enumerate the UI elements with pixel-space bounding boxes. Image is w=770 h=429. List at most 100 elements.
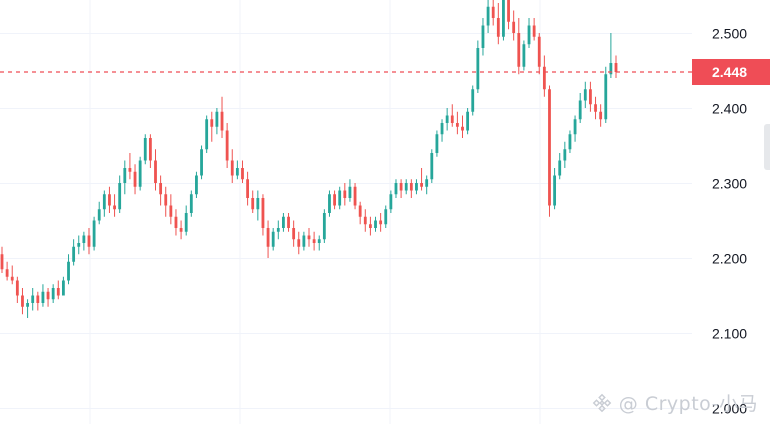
y-tick-label: 2.300 xyxy=(712,176,747,192)
binance-logo-icon xyxy=(592,393,612,412)
candle-body xyxy=(440,123,444,135)
candle-body xyxy=(261,198,265,228)
candle-body xyxy=(128,168,132,172)
candle-body xyxy=(573,119,577,135)
y-tick-label: 2.500 xyxy=(712,26,747,42)
candle-body xyxy=(481,25,485,48)
candle-body xyxy=(15,280,19,296)
candle-body xyxy=(72,246,76,262)
candle-body xyxy=(589,89,592,105)
candle-body xyxy=(512,21,516,33)
current-price-badge xyxy=(692,59,770,85)
candle-body xyxy=(189,194,193,213)
candle-body xyxy=(87,235,91,247)
y-tick-label: 2.200 xyxy=(712,251,747,267)
watermark-text: @ Crypto-小马 xyxy=(618,393,758,415)
candle-body xyxy=(322,213,326,240)
candle-body xyxy=(455,123,459,127)
candle-body xyxy=(476,48,480,90)
candle-body xyxy=(251,198,255,210)
candle-body xyxy=(205,119,209,150)
candle-body xyxy=(184,213,188,232)
candle-body xyxy=(200,149,203,176)
candle-body xyxy=(374,220,377,228)
candle-body xyxy=(210,119,214,127)
candle-body xyxy=(154,160,157,183)
candle-body xyxy=(302,235,306,247)
candle-body xyxy=(399,183,403,191)
candle-body xyxy=(486,6,490,26)
candle-body xyxy=(553,175,557,206)
candle-body xyxy=(241,168,244,180)
candle-body xyxy=(287,216,290,228)
candle-body xyxy=(271,231,275,247)
candle-body xyxy=(235,168,239,176)
candle-body xyxy=(430,153,434,180)
candle-body xyxy=(348,186,352,198)
candle-body xyxy=(246,179,250,198)
candle-body xyxy=(527,25,531,45)
y-tick-label: 2.100 xyxy=(712,326,747,342)
candle-body xyxy=(77,243,81,247)
candle-body xyxy=(215,111,219,127)
candle-body xyxy=(36,295,40,303)
candle-body xyxy=(338,190,342,206)
candle-body xyxy=(568,134,572,150)
candle-body xyxy=(532,25,536,37)
candle-body xyxy=(435,134,439,153)
candle-body xyxy=(143,138,147,161)
candle-body xyxy=(133,171,137,187)
candle-body xyxy=(31,295,35,303)
candle-body xyxy=(21,295,24,307)
candle-body xyxy=(225,130,229,161)
candle-body xyxy=(496,18,500,37)
candle-body xyxy=(389,194,393,210)
candle-body xyxy=(491,6,495,18)
candle-body xyxy=(67,261,70,281)
candle-body xyxy=(333,194,336,206)
candle-body xyxy=(61,280,65,296)
candle-body xyxy=(82,235,86,243)
candle-body xyxy=(542,66,546,90)
candle-body xyxy=(148,138,152,161)
candle-body xyxy=(425,179,429,187)
candle-body xyxy=(307,235,311,240)
candle-body xyxy=(266,228,270,247)
candle-body xyxy=(46,291,50,300)
candle-body xyxy=(0,254,4,270)
candle-body xyxy=(404,183,408,191)
candle-body xyxy=(471,89,475,112)
candle-body xyxy=(195,175,198,195)
candle-body xyxy=(169,205,173,217)
candle-body xyxy=(394,183,398,195)
candle-body xyxy=(92,220,96,247)
candle-body xyxy=(10,276,14,281)
candle-body xyxy=(614,63,618,72)
candle-body xyxy=(415,183,418,191)
candle-body xyxy=(113,205,116,210)
candle-body xyxy=(328,194,331,213)
candle-body xyxy=(256,198,260,210)
candle-body xyxy=(358,205,362,217)
candle-body xyxy=(312,239,316,243)
candle-body xyxy=(409,183,413,191)
current-price-label: 2.448 xyxy=(712,64,747,80)
candle-body xyxy=(282,216,285,228)
candle-body xyxy=(420,183,423,187)
candle-body xyxy=(292,228,296,240)
candle-body xyxy=(384,209,388,225)
candle-body xyxy=(41,291,45,303)
candle-body xyxy=(51,288,55,300)
candle-body xyxy=(297,239,301,247)
candle-body xyxy=(558,160,562,176)
candle-body xyxy=(368,224,372,228)
y-tick-label: 2.000 xyxy=(712,401,747,417)
candle-body xyxy=(466,111,470,131)
candle-body xyxy=(138,160,142,187)
candle-body xyxy=(450,115,454,123)
scale-handle[interactable] xyxy=(764,124,770,170)
candle-body xyxy=(445,115,449,123)
candle-body xyxy=(599,111,603,120)
